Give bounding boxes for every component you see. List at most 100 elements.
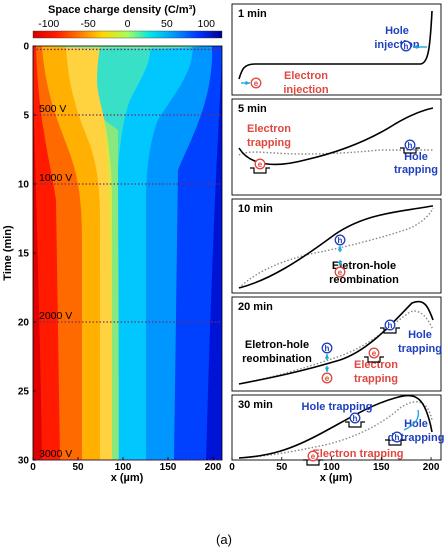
electron-marker-icon [250,77,262,89]
panel-time-label: 30 min [238,399,273,411]
x-tick-label: 0 [229,462,235,473]
y-tick-label: 15 [18,249,30,260]
x-tick-label: 150 [160,462,177,473]
panel-annotation: trapping [354,373,398,385]
panel-annotation: trapping [398,343,442,355]
marker-glyph-icon: e [258,160,263,169]
marker-glyph-icon: h [353,414,358,423]
y-tick-label: 10 [18,180,30,191]
profile-solid-line [238,300,434,385]
panel-annotation: trapping [394,164,438,176]
arrowhead-icon [324,367,330,372]
colorbar-tick-label: -50 [81,18,96,30]
hole-marker-icon [400,40,412,52]
marker-glyph-icon: e [338,268,343,277]
x-tick-label: 100 [115,462,132,473]
panel-annotation: Hole trapping [302,401,373,413]
x-tick-label: 50 [276,462,288,473]
voltage-lines: 500 V 1000 V 2000 V 3000 V [33,48,222,461]
x-tick-label: 200 [205,462,222,473]
panel-annotation: injection [283,84,329,96]
profile-x-ticks: 0 50 100 150 200 [229,457,440,473]
panel-annotation: Eletron-hole [245,339,309,351]
marker-glyph-icon: e [325,374,330,383]
profile-panels: 1 min Hole injection Electron injection 5 min… [231,3,444,466]
trap-icon [303,459,323,466]
panel-time-label: 1 min [238,8,267,20]
profile-panel-frame [231,394,442,461]
trap-icon [400,147,420,154]
y-tick-label: 25 [18,387,30,398]
marker-glyph-icon: e [254,79,259,88]
marker-glyph-icon: h [395,433,400,442]
electron-marker-icon [368,347,380,359]
profile-dotted-line [238,207,434,289]
x-tick-label: 0 [30,462,36,473]
hole-marker-icon [334,234,346,246]
colorbar-tick-label: 50 [161,18,173,30]
hole-marker-icon [384,319,396,331]
hole-marker-icon [391,431,403,443]
profile-panel-frame [231,296,442,392]
profile-dotted-line [238,310,434,385]
heatmap-y-label: Time (min) [2,225,14,281]
panel-time-label: 20 min [238,301,273,313]
panel-annotation: Hole [385,25,409,37]
arrowhead-icon [337,246,343,251]
y-tick-label: 0 [23,42,29,53]
electron-marker-icon [334,266,346,278]
voltage-label: 2000 V [39,310,72,322]
arrowhead-icon [324,354,330,359]
profile-dotted-line [238,401,433,459]
voltage-label: 1000 V [39,172,72,184]
colorbar-tick-label: -100 [38,18,59,30]
profile-x-label: x (µm) [320,472,353,484]
heatmap-x-ticks: 0 50 100 150 200 [30,457,222,473]
electron-marker-icon [307,450,319,462]
panel-time-label: 10 min [238,203,273,215]
panel-annotation: Electron trapping [312,448,403,460]
electron-marker-icon [254,158,266,170]
arrowhead-icon [413,44,418,50]
figure-label: (a) [216,532,232,547]
profile-solid-line [238,205,434,289]
trap-icon [364,356,384,363]
panel-annotation: Hole [404,151,428,163]
y-tick-label: 20 [18,318,30,329]
marker-glyph-icon: h [408,141,413,150]
marker-glyph-icon: h [404,42,409,51]
x-tick-label: 200 [423,462,440,473]
heatmap-x-label: x (µm) [111,472,144,484]
panel-annotation: trapping [247,137,291,149]
panel-time-label: 5 min [238,103,267,115]
panel-annotation: injection [374,39,420,51]
hole-marker-icon [349,412,361,424]
arrowhead-icon [337,261,343,266]
voltage-label: 500 V [39,103,66,115]
profile-solid-line [238,10,433,80]
colorbar-ticks: -100 -50 0 50 100 [38,18,215,30]
hole-marker-icon [321,342,333,354]
trap-icon [345,421,365,428]
electron-marker-icon [321,372,333,384]
panel-annotation: Electron [354,359,398,371]
panel-annotation: Eletron-hole [332,260,396,272]
x-tick-label: 50 [72,462,84,473]
panel-annotation: Electron [284,70,328,82]
x-tick-label: 100 [323,462,340,473]
voltage-label: 3000 V [39,448,72,460]
panel-annotation: reombination [329,274,399,286]
heatmap-y-ticks: 0 5 10 15 20 25 30 [18,42,36,467]
marker-glyph-icon: h [325,344,330,353]
trap-icon [250,167,270,174]
arrowhead-icon [245,80,250,86]
colorbar [32,30,223,39]
y-tick-label: 30 [18,456,30,467]
marker-glyph-icon: h [388,321,393,330]
colorbar-tick-label: 100 [197,18,215,30]
panel-annotation: Electron [247,123,291,135]
x-tick-label: 150 [373,462,390,473]
trap-icon [385,439,405,446]
colorbar-tick-label: 0 [125,18,131,30]
